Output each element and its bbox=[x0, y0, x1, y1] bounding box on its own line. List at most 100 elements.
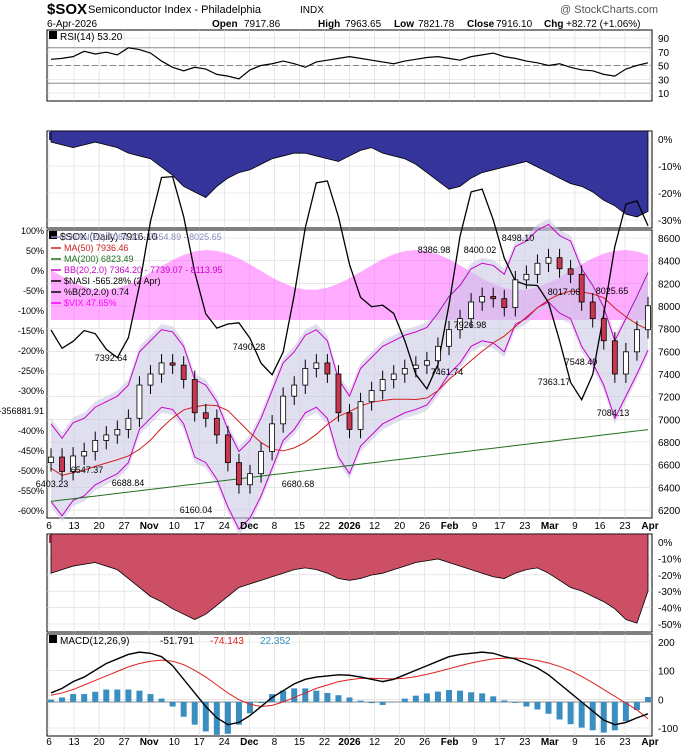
price-candle bbox=[390, 373, 397, 380]
price-candle bbox=[401, 368, 408, 375]
price-candle bbox=[158, 362, 165, 375]
price-annotation: 8025.65 bbox=[596, 286, 629, 296]
macd-histogram-bar bbox=[346, 697, 353, 702]
price-candle bbox=[335, 373, 342, 414]
x-axis-label-bottom: 9 bbox=[472, 737, 478, 748]
macd-histogram-bar bbox=[600, 702, 607, 733]
macd-histogram-bar bbox=[457, 690, 464, 702]
legend-label: $VIX 47.65% bbox=[64, 298, 117, 308]
price-candle bbox=[501, 298, 508, 308]
price-candle bbox=[169, 362, 176, 366]
x-axis-label-bottom: Mar bbox=[541, 737, 559, 748]
price-candle bbox=[236, 462, 242, 486]
x-axis-label: Feb bbox=[441, 521, 459, 532]
macd-histogram-bar bbox=[434, 691, 441, 702]
price-candle bbox=[247, 473, 253, 486]
y-tick-label: 0 bbox=[658, 695, 664, 706]
macd-histogram-bar bbox=[247, 702, 253, 714]
price-candle bbox=[446, 329, 452, 347]
price-candle bbox=[523, 273, 530, 281]
y-tick-label: 8600 bbox=[658, 234, 681, 245]
panel-title: RSI(14) 53.20 bbox=[60, 32, 123, 43]
y-tick-label: -20% bbox=[658, 189, 681, 200]
macd-histogram-bar bbox=[401, 698, 408, 702]
macd-histogram-bar bbox=[578, 702, 585, 728]
y-tick-label: -40% bbox=[658, 604, 681, 615]
macd-histogram-bar bbox=[412, 695, 419, 702]
price-candle bbox=[180, 364, 187, 380]
macd-histogram-bar bbox=[59, 697, 66, 702]
y-tick-label: 0% bbox=[658, 538, 673, 549]
x-axis-label-bottom: 20 bbox=[394, 737, 406, 748]
x-axis-label: Mar bbox=[541, 521, 559, 532]
left-axis-tick: 0% bbox=[31, 266, 44, 276]
x-axis-label: 16 bbox=[594, 521, 606, 532]
left-axis-tick: 50% bbox=[26, 246, 44, 256]
quote-close: 7916.10 bbox=[496, 19, 533, 30]
price-candle bbox=[512, 279, 519, 308]
macd-histogram-bar bbox=[158, 698, 165, 702]
y-tick-label: 7400 bbox=[658, 370, 681, 381]
x-axis-label: 23 bbox=[619, 521, 631, 532]
macd-histogram-bar bbox=[335, 695, 342, 702]
x-axis-label: 2026 bbox=[338, 521, 361, 532]
x-axis-label: 8 bbox=[272, 521, 278, 532]
macd-histogram-bar bbox=[136, 690, 143, 702]
y-tick-label: 6600 bbox=[658, 461, 681, 472]
price-candle bbox=[534, 262, 541, 275]
rsi-line bbox=[50, 47, 649, 80]
price-candle bbox=[313, 362, 320, 369]
price-candle bbox=[59, 456, 65, 472]
macd-histogram-bar bbox=[479, 693, 486, 702]
price-candle bbox=[92, 440, 99, 452]
legend-swatch bbox=[49, 31, 57, 39]
macd-histogram-bar bbox=[501, 700, 508, 702]
x-axis-label: 20 bbox=[394, 521, 406, 532]
y-tick-label: -100 bbox=[658, 724, 678, 735]
x-axis-label: 20 bbox=[94, 521, 106, 532]
macd-histogram-bar bbox=[70, 694, 77, 702]
nasi-line bbox=[50, 175, 649, 402]
x-axis-label-bottom: Feb bbox=[441, 737, 459, 748]
x-axis-label: 27 bbox=[119, 521, 131, 532]
macd-histogram-bar bbox=[379, 702, 386, 705]
macd-histogram-bar bbox=[291, 688, 298, 702]
x-axis-label-bottom: 8 bbox=[272, 737, 278, 748]
price-annotation: 8400.02 bbox=[464, 245, 497, 255]
macd-histogram-bar bbox=[468, 692, 475, 702]
macd-histogram-bar bbox=[169, 702, 176, 707]
y-tick-label: 7200 bbox=[658, 393, 681, 404]
price-candle bbox=[545, 257, 552, 264]
price-candle bbox=[291, 384, 298, 397]
legend-label: MA(200) 6823.49 bbox=[64, 254, 134, 264]
price-annotation: 8498.10 bbox=[502, 233, 535, 243]
x-axis-label: 12 bbox=[369, 521, 381, 532]
macd-histogram-bar bbox=[324, 692, 331, 702]
x-axis-label-bottom: 6 bbox=[46, 737, 52, 748]
price-candle bbox=[645, 305, 651, 331]
left-axis-tick: -600% bbox=[18, 506, 44, 516]
macd-histogram-bar bbox=[556, 702, 563, 720]
price-candle bbox=[589, 301, 596, 320]
price-candle bbox=[213, 417, 220, 436]
macd-legend-value: -74.143 bbox=[210, 636, 244, 647]
legend-swatch bbox=[49, 635, 57, 643]
x-axis-label-bottom: Nov bbox=[140, 737, 159, 748]
price-candle bbox=[468, 301, 475, 320]
x-axis-label: Nov bbox=[140, 521, 159, 532]
y-tick-label: -10% bbox=[658, 162, 681, 173]
price-annotation: 6547.37 bbox=[71, 465, 104, 475]
macd-histogram-bar bbox=[81, 694, 88, 702]
quote-low-label: Low bbox=[394, 19, 414, 30]
price-candle bbox=[191, 379, 198, 414]
quote-open: 7917.86 bbox=[244, 19, 281, 30]
price-annotation: 6160.04 bbox=[180, 505, 213, 515]
x-axis-label-bottom: 17 bbox=[194, 737, 206, 748]
price-annotation: 8386.98 bbox=[418, 245, 451, 255]
y-tick-label: 6200 bbox=[658, 506, 681, 517]
price-channel-band bbox=[51, 218, 648, 535]
price-annotation: 8017.06 bbox=[548, 287, 581, 297]
x-axis-label-bottom: 10 bbox=[169, 737, 181, 748]
price-candle bbox=[280, 395, 287, 425]
price-candle bbox=[634, 329, 640, 353]
